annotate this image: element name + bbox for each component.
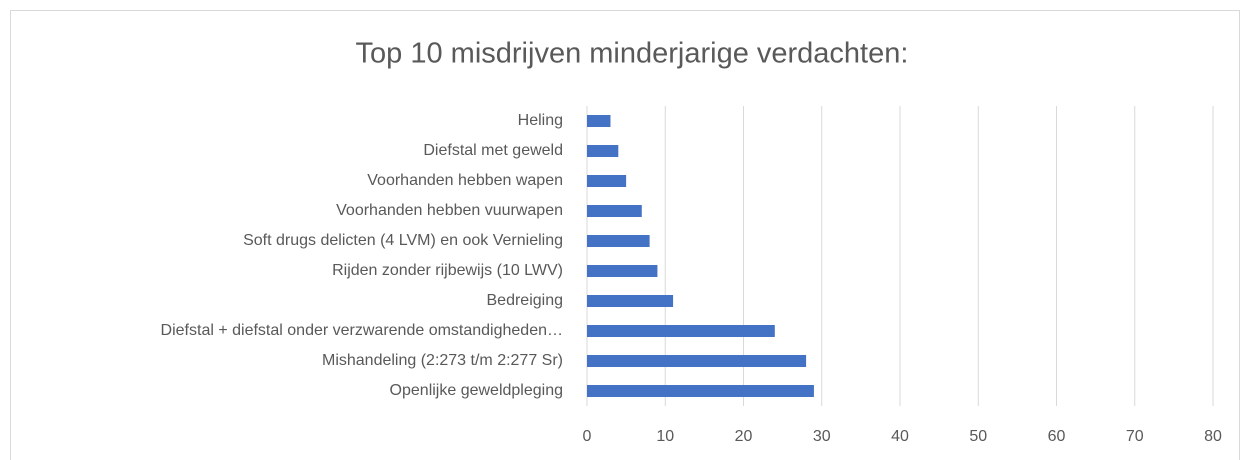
x-tick-label: 40 <box>891 428 909 445</box>
bar <box>587 235 650 247</box>
y-tick-label: Openlijke geweldpleging <box>390 382 563 399</box>
x-tick-label: 30 <box>813 428 831 445</box>
bar <box>587 205 642 217</box>
x-tick-label: 20 <box>735 428 753 445</box>
y-tick-label: Rijden zonder rijbewijs (10 LWV) <box>332 262 563 279</box>
y-tick-label: Diefstal met geweld <box>423 142 563 159</box>
x-tick-label: 80 <box>1204 428 1222 445</box>
bar <box>587 145 619 157</box>
x-tick-label: 10 <box>656 428 674 445</box>
x-tick-label: 50 <box>969 428 987 445</box>
bar <box>587 325 775 337</box>
y-tick-label: Heling <box>518 112 563 129</box>
bar <box>587 295 674 307</box>
bar <box>587 355 807 367</box>
x-tick-label: 60 <box>1048 428 1066 445</box>
x-tick-label: 0 <box>583 428 592 445</box>
y-tick-label: Voorhanden hebben vuurwapen <box>336 202 563 219</box>
y-tick-label: Mishandeling (2:273 t/m 2:277 Sr) <box>322 352 563 369</box>
y-tick-label: Diefstal + diefstal onder verzwarende om… <box>161 322 563 339</box>
bar <box>587 115 611 127</box>
y-tick-label: Bedreiging <box>487 292 564 309</box>
y-tick-label: Voorhanden hebben wapen <box>367 172 563 189</box>
chart-title: Top 10 misdrijven minderjarige verdachte… <box>356 38 909 70</box>
bar <box>587 265 658 277</box>
y-tick-label: Soft drugs delicten (4 LVM) en ook Verni… <box>243 232 563 249</box>
bar <box>587 385 814 397</box>
bar <box>587 175 627 187</box>
x-tick-label: 70 <box>1126 428 1144 445</box>
